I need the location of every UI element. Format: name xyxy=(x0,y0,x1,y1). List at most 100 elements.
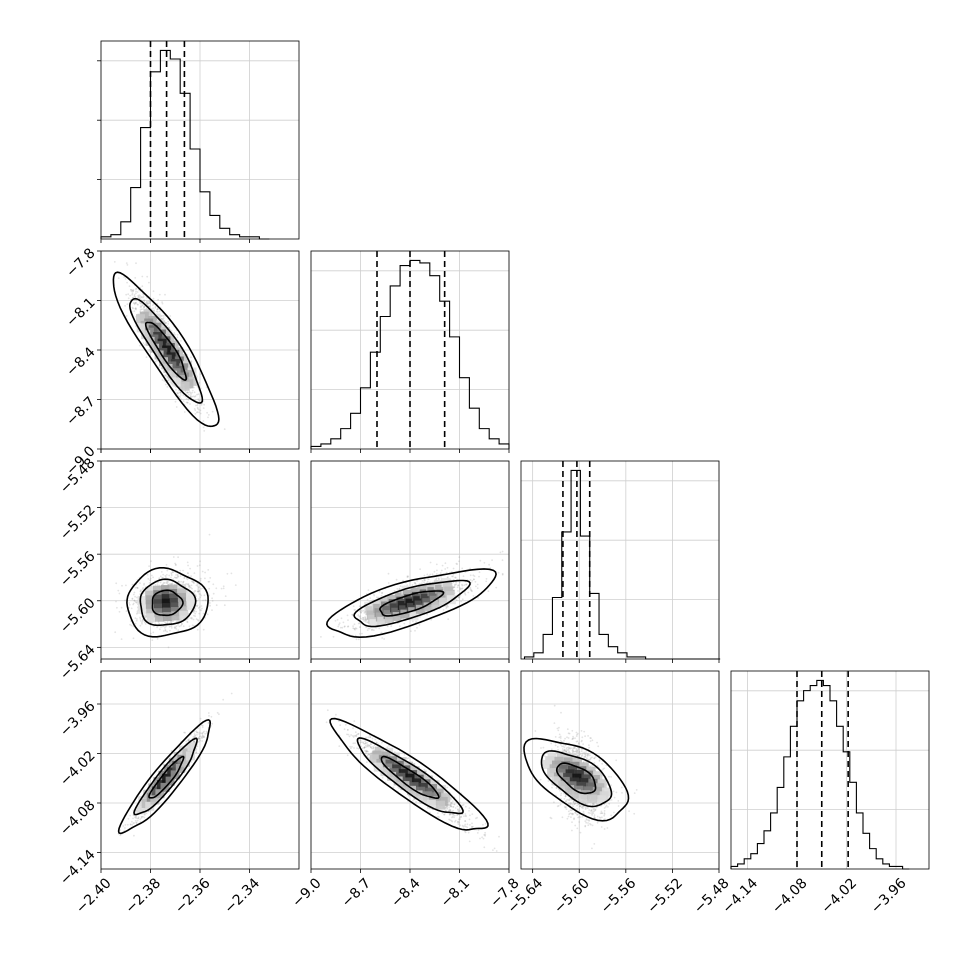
sample-point xyxy=(160,626,162,628)
sample-point xyxy=(147,578,149,580)
sample-point xyxy=(472,574,474,576)
sample-point xyxy=(177,556,179,558)
sample-point xyxy=(333,636,335,638)
sample-point xyxy=(169,630,171,632)
sample-point xyxy=(198,598,200,600)
sample-point xyxy=(141,622,143,624)
sample-point xyxy=(148,282,150,284)
sample-point xyxy=(454,584,456,586)
sample-point xyxy=(187,621,189,623)
sample-point xyxy=(127,303,129,305)
sample-point xyxy=(197,398,199,400)
sample-point xyxy=(457,586,459,588)
sample-point xyxy=(191,618,193,620)
sample-point xyxy=(423,579,425,581)
sample-point xyxy=(373,629,375,631)
sample-point xyxy=(224,428,226,430)
sample-point xyxy=(131,625,133,627)
sample-point xyxy=(207,569,209,571)
sample-point xyxy=(157,582,159,584)
sample-point xyxy=(149,349,151,351)
density-cell xyxy=(181,382,190,391)
sample-point xyxy=(456,599,458,601)
sample-point xyxy=(456,563,458,565)
sample-point xyxy=(412,621,414,623)
sample-point xyxy=(187,565,189,567)
sample-point xyxy=(434,571,436,573)
sample-point xyxy=(197,619,199,621)
sample-point xyxy=(429,574,431,576)
histogram-panel-0 xyxy=(97,41,299,243)
sample-point xyxy=(160,582,162,584)
histogram-panel-1 xyxy=(311,251,509,453)
sample-point xyxy=(470,589,472,591)
sample-point xyxy=(192,390,194,392)
sample-point xyxy=(502,574,504,576)
sample-point xyxy=(209,577,211,579)
sample-point xyxy=(475,586,477,588)
sample-point xyxy=(126,262,128,264)
sample-point xyxy=(151,575,153,577)
sample-point xyxy=(488,590,490,592)
sample-point xyxy=(148,565,150,567)
sample-point xyxy=(209,605,211,607)
sample-point xyxy=(426,574,428,576)
histogram-steps-3 xyxy=(731,680,909,869)
sample-point xyxy=(150,560,152,562)
sample-point xyxy=(477,597,479,599)
sample-point xyxy=(457,584,459,586)
sample-point xyxy=(170,572,172,574)
sample-point xyxy=(194,613,196,615)
sample-point xyxy=(173,556,175,558)
sample-point xyxy=(177,624,179,626)
sample-point xyxy=(166,570,168,572)
sample-point xyxy=(177,576,179,578)
scatter-panel-2-0 xyxy=(97,461,299,663)
sample-point xyxy=(139,345,141,347)
sample-point xyxy=(164,627,166,629)
sample-point xyxy=(459,597,461,599)
sample-point xyxy=(119,611,121,613)
sample-point xyxy=(128,602,130,604)
sample-point xyxy=(135,623,137,625)
sample-point xyxy=(197,565,199,567)
sample-point xyxy=(153,298,155,300)
sample-point xyxy=(194,408,196,410)
sample-point xyxy=(134,600,136,602)
sample-point xyxy=(367,599,369,601)
sample-point xyxy=(118,277,120,279)
sample-point xyxy=(182,582,184,584)
sample-point xyxy=(132,584,134,586)
sample-point xyxy=(343,622,345,624)
sample-point xyxy=(454,577,456,579)
sample-point xyxy=(364,618,366,620)
sample-point xyxy=(367,629,369,631)
sample-point xyxy=(359,626,361,628)
sample-point xyxy=(140,625,142,627)
sample-point xyxy=(224,604,226,606)
sample-point xyxy=(175,401,177,403)
sample-point xyxy=(134,277,136,279)
sample-point xyxy=(422,580,424,582)
sample-point xyxy=(388,582,390,584)
sample-point xyxy=(381,632,383,634)
sample-point xyxy=(339,622,341,624)
sample-point xyxy=(399,588,401,590)
sample-point xyxy=(344,625,346,627)
sample-point xyxy=(464,584,466,586)
sample-point xyxy=(189,403,191,405)
sample-point xyxy=(500,552,502,554)
sample-point xyxy=(136,613,138,615)
sample-point xyxy=(362,617,364,619)
sample-point xyxy=(160,575,162,577)
sample-point xyxy=(488,564,490,566)
sample-point xyxy=(158,577,160,579)
sample-point xyxy=(378,597,380,599)
sample-point xyxy=(203,613,205,615)
sample-point xyxy=(211,609,213,611)
sample-point xyxy=(470,574,472,576)
sample-point xyxy=(172,620,174,622)
sample-point xyxy=(347,615,349,617)
sample-point xyxy=(164,622,166,624)
sample-point xyxy=(199,400,201,402)
